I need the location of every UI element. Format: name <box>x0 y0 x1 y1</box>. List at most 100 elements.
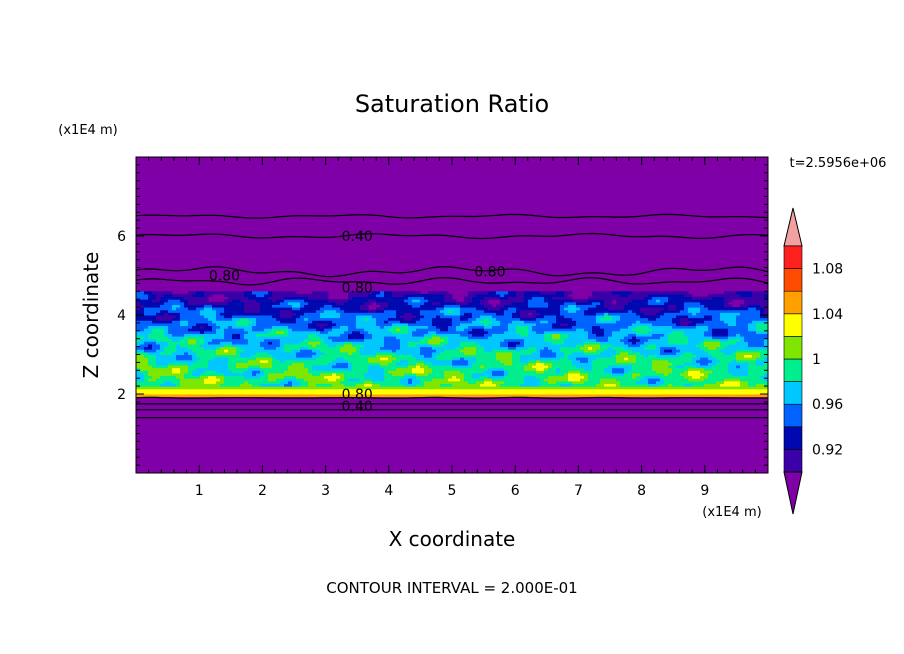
field-cell <box>564 291 573 295</box>
field-cell <box>260 341 269 345</box>
field-cell <box>628 351 641 355</box>
field-cell <box>500 322 509 327</box>
field-cell <box>136 301 141 305</box>
field-cell <box>660 346 677 350</box>
field-cell <box>608 365 633 369</box>
field-cell <box>288 380 293 384</box>
field-cell <box>404 299 413 303</box>
field-cell <box>136 333 149 337</box>
x-tick-label: 6 <box>511 483 520 499</box>
colorbar-swatch <box>783 313 803 337</box>
field-cell <box>268 378 277 382</box>
field-cell <box>648 301 665 305</box>
contour-line <box>136 266 768 278</box>
field-cell <box>228 301 245 305</box>
field-cell <box>372 336 385 340</box>
field-cell <box>232 333 241 337</box>
field-cell <box>424 383 441 387</box>
field-cell <box>740 312 761 316</box>
field-cell <box>496 351 513 355</box>
field-cell <box>320 341 325 345</box>
field-cell <box>252 320 257 324</box>
field-cell <box>420 309 441 313</box>
field-cell <box>356 317 365 321</box>
field-cell <box>276 317 297 321</box>
field-cell <box>424 370 433 374</box>
field-cell <box>188 362 193 366</box>
field-cell <box>604 383 617 387</box>
field-cell <box>252 372 257 377</box>
field-cell <box>760 351 768 355</box>
field-cell <box>500 299 525 303</box>
field-cell <box>212 338 249 342</box>
field-cell <box>728 370 749 374</box>
field-cell <box>732 372 749 377</box>
field-cell <box>340 375 345 379</box>
field-cell <box>640 320 673 324</box>
field-cell <box>648 330 673 334</box>
colorbar-top-arrow <box>783 207 803 247</box>
field-cell <box>296 378 305 382</box>
field-cell <box>268 291 273 295</box>
field-cell <box>688 322 697 327</box>
field-cell <box>136 370 141 374</box>
field-cell <box>468 293 477 298</box>
field-cell <box>312 291 329 295</box>
field-cell <box>460 333 473 337</box>
field-cell <box>204 338 213 342</box>
field-cell <box>328 330 345 334</box>
field-cell <box>168 309 201 313</box>
field-cell <box>704 341 721 345</box>
field-cell <box>328 343 337 348</box>
field-cell <box>240 383 253 387</box>
field-cell <box>552 296 573 300</box>
field-cell <box>384 378 401 382</box>
field-cell <box>668 299 725 303</box>
field-cell <box>428 338 445 342</box>
field-cell <box>292 349 301 353</box>
field-cell <box>512 315 521 319</box>
field-cell <box>540 312 561 316</box>
field-cell <box>168 328 189 332</box>
field-cell <box>348 378 361 382</box>
field-cell <box>712 370 729 374</box>
field-cell <box>512 357 521 361</box>
field-cell <box>308 367 313 371</box>
field-cell <box>256 317 277 321</box>
field-cell <box>632 375 637 379</box>
field-cell <box>388 304 413 308</box>
field-cell <box>512 354 521 358</box>
y-axis: 246 <box>117 156 768 474</box>
field-cell <box>700 375 709 379</box>
field-cell <box>572 351 585 355</box>
field-cell <box>584 343 601 348</box>
field-cell <box>700 307 709 311</box>
field-cell <box>616 349 633 353</box>
field-cell <box>736 341 749 345</box>
field-cell <box>528 330 537 334</box>
field-cell <box>420 380 425 384</box>
field-cell <box>428 291 449 295</box>
field-cell <box>368 365 381 369</box>
field-cell <box>368 359 393 363</box>
field-cell <box>280 312 297 316</box>
field-cell <box>476 307 489 311</box>
field-cell <box>372 333 413 337</box>
field-cell <box>236 322 249 327</box>
field-cell <box>152 330 165 334</box>
field-cell <box>628 309 633 313</box>
field-cell <box>224 349 229 353</box>
field-cell <box>764 309 768 313</box>
field-cell <box>408 341 429 345</box>
field-cell <box>388 301 409 305</box>
field-cell <box>708 351 725 355</box>
field-cell <box>360 307 369 311</box>
field-cell <box>620 317 649 321</box>
field-cell <box>136 343 141 348</box>
field-cell <box>688 378 705 382</box>
field-cell <box>464 312 473 316</box>
field-cell <box>468 291 489 295</box>
field-cell <box>136 320 153 324</box>
field-cell <box>208 365 229 369</box>
field-cell <box>256 320 281 324</box>
